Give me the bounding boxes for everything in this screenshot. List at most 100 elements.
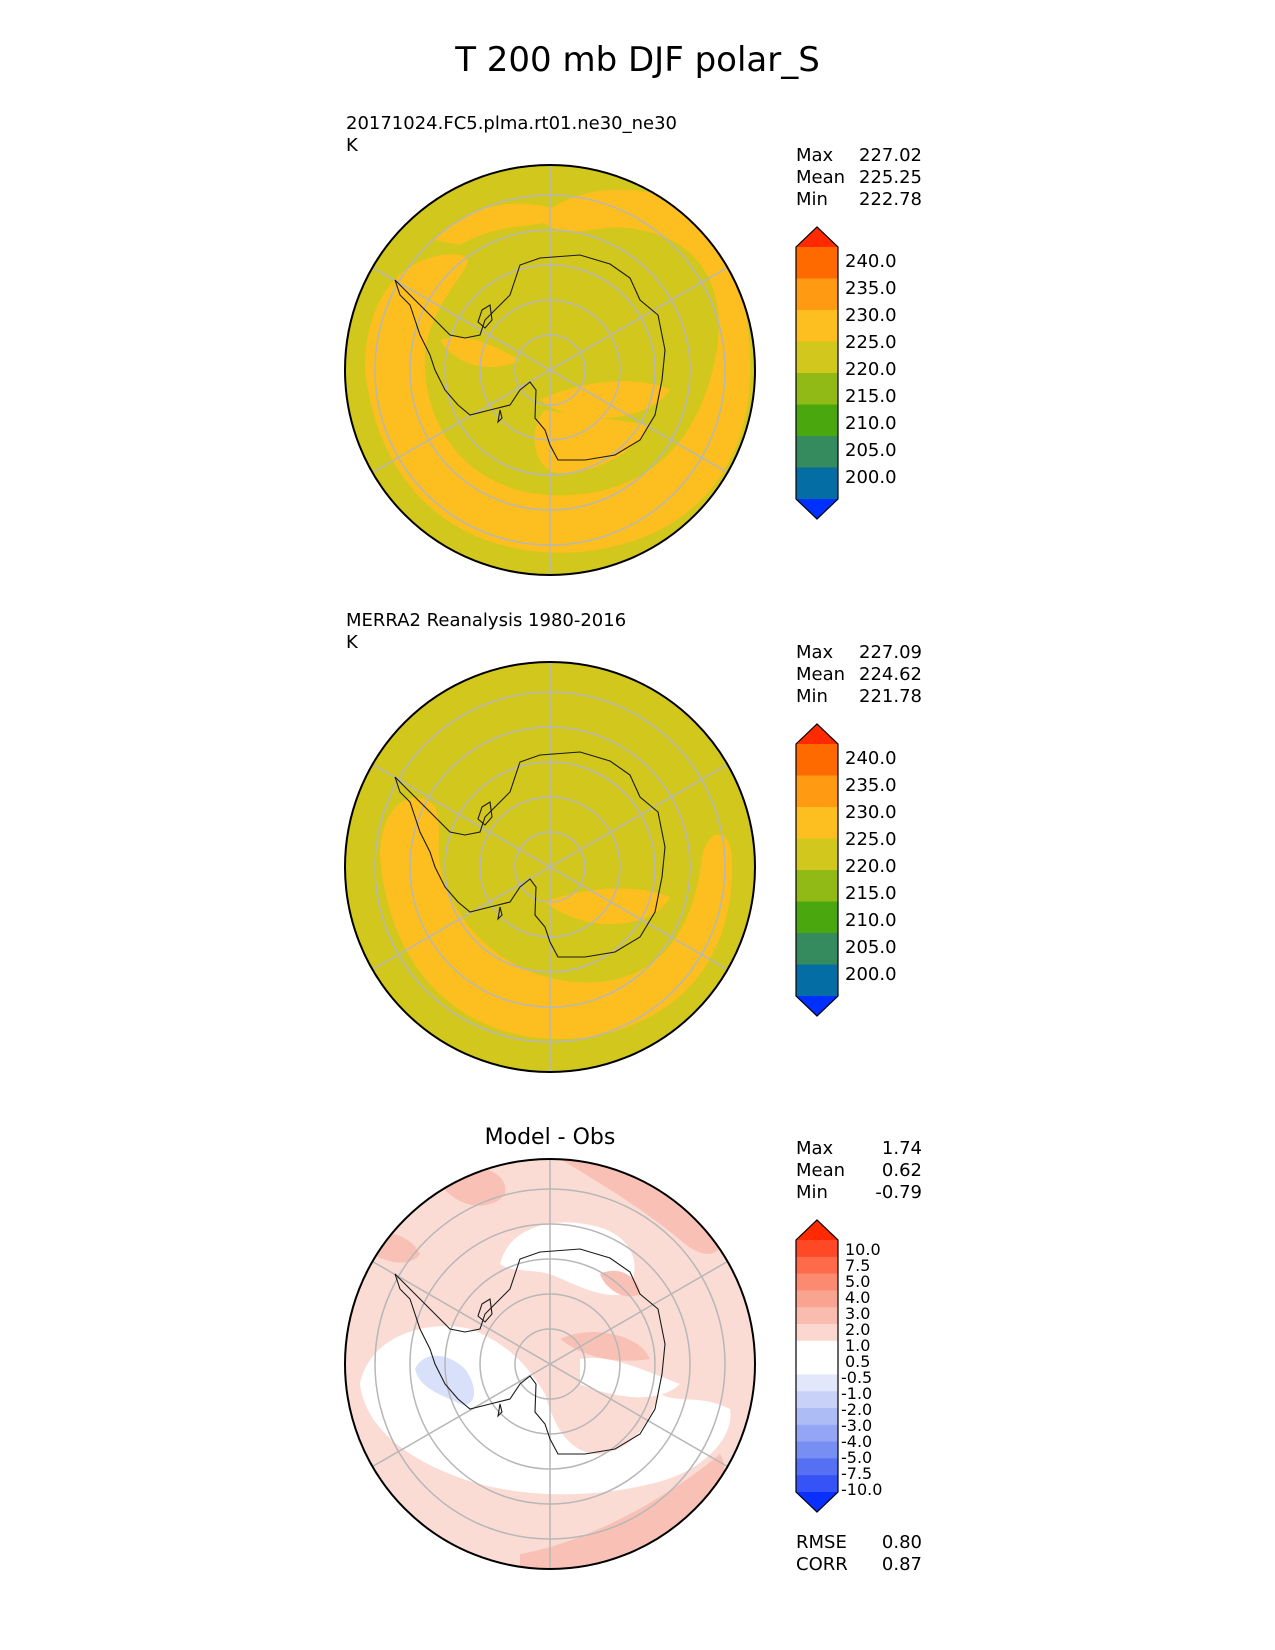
colorbar-segment (796, 1424, 838, 1443)
colorbar-segment (796, 1408, 838, 1426)
tick-label: 205.0 (845, 440, 897, 461)
colorbar-segments (796, 724, 838, 1016)
panel-2-warm-band (380, 797, 733, 1039)
panel-2-antarctica-coastline (394, 751, 666, 958)
panel-1-warm-band (365, 189, 750, 553)
tick-label: 225.0 (845, 332, 897, 353)
colorbar-segment (796, 278, 838, 311)
tick-label: -3.0 (841, 1416, 873, 1435)
tick-label: 220.0 (845, 856, 897, 877)
stat-mean: Mean 0.62 (796, 1160, 922, 1181)
tick-label: 200.0 (845, 467, 897, 488)
panel-3-title: Model - Obs (484, 1125, 616, 1150)
colorbar-segment (796, 1441, 838, 1459)
colorbar-extend-min (796, 1492, 838, 1512)
colorbar-segment (796, 775, 838, 808)
panel-3-graticule (372, 1159, 728, 1569)
colorbar-segments (796, 227, 838, 519)
tick-label: 235.0 (845, 775, 897, 796)
panel-3-frame (344, 1158, 756, 1570)
colorbar-segment (796, 838, 838, 871)
panel-2-frame (344, 661, 756, 1073)
panel-3-metrics: RMSE 0.80 CORR 0.87 (796, 1532, 922, 1576)
colorbar-segment (796, 744, 838, 776)
panel-2-map (344, 661, 756, 1073)
tick-label: 230.0 (845, 802, 897, 823)
tick-label: 230.0 (845, 305, 897, 326)
colorbar-segment (796, 1290, 838, 1308)
colorbar-segment (796, 1340, 838, 1359)
figure-title: T 200 mb DJF polar_S (455, 40, 820, 80)
panel-3-cool-anomaly (415, 1355, 475, 1405)
colorbar-segment (796, 436, 838, 468)
panel-3-stats: Max 1.74 Mean 0.62 Min -0.79 (796, 1138, 922, 1204)
panel-1-frame (344, 164, 756, 576)
tick-label: 2.0 (845, 1320, 871, 1339)
colorbar-segment (796, 870, 838, 902)
panel-3-antarctica-coastline (394, 1248, 666, 1455)
panel-2-colorbar (795, 723, 839, 1017)
tick-label: -7.5 (841, 1464, 873, 1483)
colorbar-segment (796, 1374, 838, 1392)
panel-2-units: K (346, 632, 358, 653)
tick-label: -5.0 (841, 1448, 873, 1467)
tick-label: 220.0 (845, 359, 897, 380)
colorbar-segment (796, 1324, 838, 1342)
colorbar-segment (796, 1458, 838, 1476)
tick-label: 215.0 (845, 883, 897, 904)
panel-1-graticule (372, 165, 728, 575)
colorbar-extend-max (796, 227, 838, 247)
colorbar-extend-min (796, 996, 838, 1016)
tick-label: 1.0 (845, 1336, 871, 1355)
panel-1-map (344, 164, 756, 576)
colorbar-segment (796, 1391, 838, 1409)
metric-corr: CORR 0.87 (796, 1554, 922, 1575)
stat-max: Max 227.02 (796, 145, 922, 166)
tick-label: 5.0 (845, 1272, 871, 1291)
stat-min: Min 222.78 (796, 189, 922, 210)
stat-mean: Mean 224.62 (796, 664, 922, 685)
tick-label: 7.5 (845, 1256, 871, 1275)
tick-label: 4.0 (845, 1288, 871, 1307)
colorbar-segment (796, 467, 838, 500)
colorbar-segment (796, 901, 838, 934)
panel-2-stats: Max 227.09 Mean 224.62 Min 221.78 (796, 642, 922, 708)
colorbar-segment (796, 1475, 838, 1493)
metric-rmse: RMSE 0.80 (796, 1532, 922, 1553)
colorbar-segment (796, 373, 838, 405)
colorbar-segment (796, 1240, 838, 1258)
colorbar-segments (796, 1220, 838, 1512)
tick-label: 200.0 (845, 964, 897, 985)
panel-1-units: K (346, 135, 358, 156)
stat-min: Min 221.78 (796, 686, 922, 707)
tick-label: 205.0 (845, 937, 897, 958)
panel-2-graticule (372, 662, 728, 1072)
colorbar-extend-max (796, 724, 838, 744)
panel-1-colorbar (795, 226, 839, 520)
tick-label: 210.0 (845, 413, 897, 434)
colorbar-segment (796, 404, 838, 437)
tick-label: 225.0 (845, 829, 897, 850)
stat-mean: Mean 225.25 (796, 167, 922, 188)
panel-3-warm-anomaly (560, 1159, 721, 1254)
stat-min: Min -0.79 (796, 1182, 922, 1203)
colorbar-segment (796, 1256, 838, 1275)
colorbar-segment (796, 1273, 838, 1291)
colorbar-segment (796, 807, 838, 839)
tick-label: 215.0 (845, 386, 897, 407)
colorbar-extend-min (796, 499, 838, 519)
colorbar-segment (796, 933, 838, 965)
colorbar-segment (796, 1307, 838, 1325)
panel-3-colorbar (795, 1219, 839, 1513)
colorbar-segment (796, 247, 838, 279)
panel-2-title: MERRA2 Reanalysis 1980-2016 (346, 610, 627, 631)
colorbar-segment (796, 310, 838, 342)
colorbar-segment (796, 964, 838, 997)
panel-1-title: 20171024.FC5.plma.rt01.ne30_ne30 (346, 113, 678, 134)
tick-label: -10.0 (841, 1480, 883, 1499)
tick-label: 240.0 (845, 748, 897, 769)
panel-1-stats: Max 227.02 Mean 225.25 Min 222.78 (796, 145, 922, 211)
tick-label: -2.0 (841, 1400, 873, 1419)
stat-max: Max 227.09 (796, 642, 922, 663)
tick-label: -0.5 (841, 1368, 873, 1387)
